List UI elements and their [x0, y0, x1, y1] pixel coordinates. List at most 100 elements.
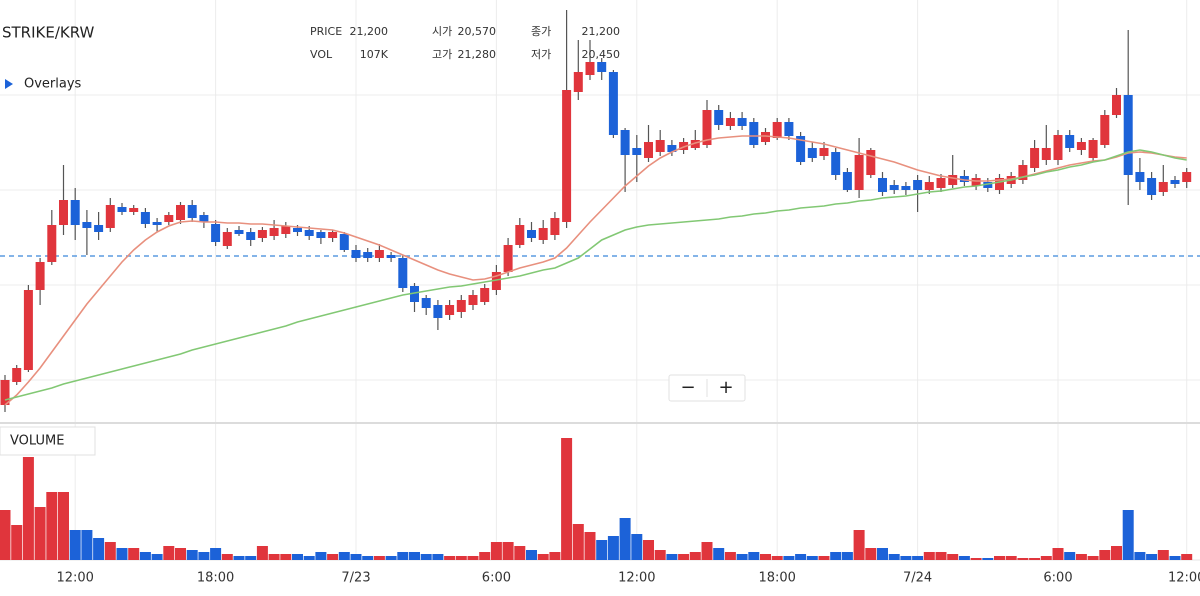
- info-label: 시가: [432, 25, 452, 38]
- candle-body: [1170, 180, 1180, 184]
- chart-title: STRIKE/KRW: [2, 24, 95, 42]
- candle-body: [608, 72, 618, 135]
- candle-body: [1018, 165, 1028, 180]
- volume-bar: [654, 550, 666, 560]
- candle-body: [351, 250, 361, 258]
- candle-body: [1076, 142, 1086, 150]
- moving-average-line: [4, 149, 1187, 401]
- volume-bar: [783, 556, 795, 560]
- volume-bar: [175, 548, 186, 560]
- candle-body: [234, 230, 244, 234]
- volume-bar: [1017, 558, 1029, 560]
- volume-bar: [1040, 556, 1052, 560]
- volume-bar: [830, 552, 842, 560]
- candle-body: [410, 286, 419, 302]
- volume-bar: [81, 530, 93, 560]
- volume-bar: [877, 548, 888, 560]
- volume-bar: [256, 546, 268, 560]
- x-tick-label: 18:00: [197, 571, 234, 586]
- candle-body: [573, 72, 583, 92]
- volume-bar: [409, 552, 420, 560]
- candle-body: [70, 200, 80, 225]
- volume-bar: [947, 554, 959, 560]
- overlays-label[interactable]: Overlays: [24, 77, 82, 92]
- candle-body: [784, 122, 794, 136]
- volume-bar: [1005, 556, 1017, 560]
- marks: [0, 10, 1193, 560]
- volume-bar: [1169, 556, 1181, 560]
- candle-body: [948, 175, 958, 185]
- zoom-in-button[interactable]: +: [718, 377, 733, 398]
- candle-body: [421, 298, 431, 308]
- volume-bar: [104, 542, 116, 560]
- volume-bar: [806, 556, 818, 560]
- volume-bar: [818, 556, 830, 560]
- volume-bar: [853, 530, 865, 560]
- volume-bar: [455, 556, 467, 560]
- candle-body: [842, 172, 852, 190]
- candle-body: [281, 226, 291, 234]
- volume-bar: [596, 540, 608, 560]
- candle-body: [339, 234, 349, 250]
- volume-bar: [1146, 554, 1158, 560]
- info-label: 종가: [531, 25, 551, 38]
- info-value: 21,200: [350, 25, 389, 38]
- candle-body: [222, 232, 232, 246]
- candle-body: [924, 182, 934, 190]
- volume-bar: [1181, 554, 1193, 560]
- candle-body: [854, 155, 864, 190]
- volume-bar: [22, 457, 34, 560]
- volume-bar: [748, 552, 760, 560]
- triangle-icon[interactable]: [5, 79, 13, 89]
- candle-body: [807, 148, 817, 158]
- volume-bar: [795, 554, 807, 560]
- candle-body: [35, 262, 45, 290]
- volume-bar: [93, 538, 105, 560]
- info-panel: PRICE 21,200 시가 20,570 종가 21,200 VOL 107K 고가 21,2…: [310, 25, 620, 61]
- volume-bar: [34, 507, 46, 560]
- candle-body: [749, 122, 759, 145]
- candle-body: [655, 140, 665, 152]
- volume-bar: [1064, 552, 1076, 560]
- candle-body: [23, 290, 33, 370]
- volume-bar: [467, 556, 479, 560]
- volume-bar: [1052, 548, 1064, 560]
- volume-bar: [338, 552, 350, 560]
- candle-body: [527, 230, 536, 238]
- volume-bar: [631, 534, 643, 560]
- candle-body: [398, 258, 408, 288]
- volume-bar: [619, 518, 631, 560]
- volume-bar: [1157, 550, 1169, 560]
- candle-body: [117, 207, 127, 212]
- volume-bar: [537, 554, 549, 560]
- candle-body: [386, 255, 396, 258]
- candle-body: [456, 300, 466, 312]
- candle-body: [995, 178, 1004, 190]
- overlays-toggle[interactable]: Overlays: [5, 77, 82, 92]
- volume-bar: [994, 556, 1005, 560]
- volume-bar: [1087, 556, 1099, 560]
- candle-body: [363, 252, 373, 258]
- volume-bar: [432, 554, 444, 560]
- volume-bar: [268, 554, 280, 560]
- candle-body: [47, 225, 57, 262]
- volume-bar: [1134, 552, 1146, 560]
- volume-bar: [292, 554, 303, 560]
- volume-bar: [514, 546, 526, 560]
- candle-body: [796, 136, 806, 162]
- candle-body: [94, 225, 104, 232]
- zoom-out-button[interactable]: −: [680, 377, 695, 398]
- volume-bar: [970, 558, 982, 560]
- volume-bar: [327, 554, 339, 560]
- volume-bar: [490, 542, 502, 560]
- info-value: 20,450: [582, 48, 621, 61]
- candle-body: [913, 180, 923, 190]
- candle-body: [1041, 148, 1051, 160]
- candle-body: [889, 185, 899, 190]
- x-tick-label: 18:00: [758, 571, 795, 586]
- info-label: 고가: [432, 48, 452, 61]
- volume-bar: [58, 492, 69, 560]
- candle-body: [152, 222, 162, 225]
